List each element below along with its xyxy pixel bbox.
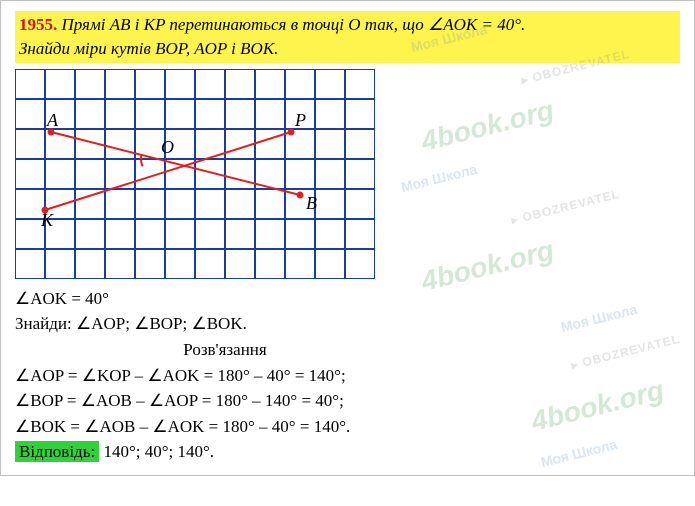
solution-line-1: ∠AOP = ∠KOP – ∠AOK = 180° – 40° = 140°; — [15, 364, 680, 389]
diagram-svg: A P O K B — [15, 69, 375, 279]
svg-text:B: B — [306, 193, 317, 213]
svg-text:K: K — [40, 210, 54, 230]
given-line-1: ∠AOK = 40° — [15, 287, 680, 312]
svg-text:P: P — [294, 110, 306, 130]
given-block: ∠AOK = 40° Знайди: ∠AOP; ∠BOP; ∠BOK. — [15, 287, 680, 337]
problem-number: 1955. — [19, 15, 57, 34]
solution-block: ∠AOP = ∠KOP – ∠AOK = 180° – 40° = 140°; … — [15, 364, 680, 440]
problem-statement: 1955. Прямі AB і KP перетинаються в точц… — [15, 11, 680, 63]
answer-label: Відповідь: — [15, 441, 99, 462]
geometry-diagram: A P O K B — [15, 69, 375, 279]
solution-line-2: ∠BOP = ∠AOB – ∠AOP = 180° – 140° = 40°; — [15, 389, 680, 414]
problem-text-1: Прямі AB і KP перетинаються в точці O та… — [62, 15, 526, 34]
answer-text: 140°; 40°; 140°. — [99, 442, 214, 461]
answer-block: Відповідь: 140°; 40°; 140°. — [15, 440, 680, 465]
svg-text:A: A — [46, 110, 59, 130]
svg-text:O: O — [161, 137, 174, 157]
problem-text-2: Знайди міри кутів BOP, AOP і BOK. — [19, 39, 278, 58]
given-line-2: Знайди: ∠AOP; ∠BOP; ∠BOK. — [15, 312, 680, 337]
page-content: 1955. Прямі AB і KP перетинаються в точц… — [0, 0, 695, 476]
solution-title: Розв'язання — [15, 338, 435, 363]
solution-line-3: ∠BOK = ∠AOB – ∠AOK = 180° – 40° = 140°. — [15, 415, 680, 440]
